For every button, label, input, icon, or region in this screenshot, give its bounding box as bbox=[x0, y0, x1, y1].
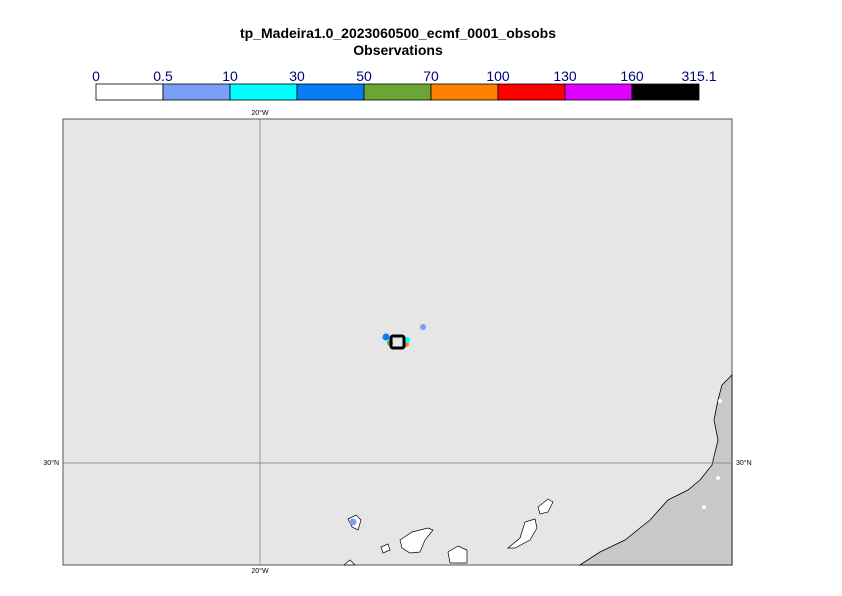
island bbox=[537, 498, 554, 515]
island bbox=[447, 545, 468, 564]
colorbar: 0 0.5 10 30 50 70 100 130 160 315.1 bbox=[92, 68, 717, 101]
island bbox=[380, 543, 391, 554]
colorbar-label: 100 bbox=[486, 68, 510, 84]
colorbar-label: 0.5 bbox=[153, 68, 173, 84]
colorbar-bin bbox=[162, 83, 231, 101]
parallel-label: 30°N bbox=[736, 459, 752, 467]
observation bbox=[716, 476, 720, 480]
meridian-label: 20°W bbox=[251, 567, 269, 575]
map bbox=[62, 118, 733, 566]
colorbar-label: 30 bbox=[289, 68, 305, 84]
observation bbox=[389, 334, 406, 350]
parallel-label: 30°N bbox=[43, 459, 59, 467]
observation bbox=[382, 333, 390, 341]
colorbar-bin bbox=[430, 83, 499, 101]
colorbar-label: 315.1 bbox=[681, 68, 716, 84]
title: tp_Madeira1.0_2023060500_ecmf_0001_obsob… bbox=[240, 25, 556, 41]
island bbox=[343, 559, 356, 566]
colorbar-bin bbox=[229, 83, 298, 101]
coast-africa bbox=[578, 374, 733, 566]
colorbar-label: 70 bbox=[423, 68, 439, 84]
colorbar-label: 130 bbox=[553, 68, 577, 84]
colorbar-bin bbox=[296, 83, 365, 101]
meridian-label: 20°W bbox=[251, 109, 269, 117]
colorbar-label: 0 bbox=[92, 68, 100, 84]
colorbar-bin bbox=[363, 83, 432, 101]
colorbar-label: 10 bbox=[222, 68, 238, 84]
observation bbox=[718, 399, 722, 403]
colorbar-bin bbox=[95, 83, 164, 101]
island bbox=[507, 518, 538, 549]
island bbox=[399, 527, 434, 554]
observation bbox=[702, 505, 706, 509]
map-frame bbox=[62, 118, 733, 566]
colorbar-label: 160 bbox=[620, 68, 644, 84]
colorbar-bin bbox=[631, 83, 700, 101]
observation bbox=[349, 518, 357, 526]
colorbar-bin bbox=[564, 83, 633, 101]
colorbar-label: 50 bbox=[356, 68, 372, 84]
observation bbox=[420, 324, 426, 330]
subtitle: Observations bbox=[353, 42, 443, 58]
colorbar-bin bbox=[497, 83, 566, 101]
